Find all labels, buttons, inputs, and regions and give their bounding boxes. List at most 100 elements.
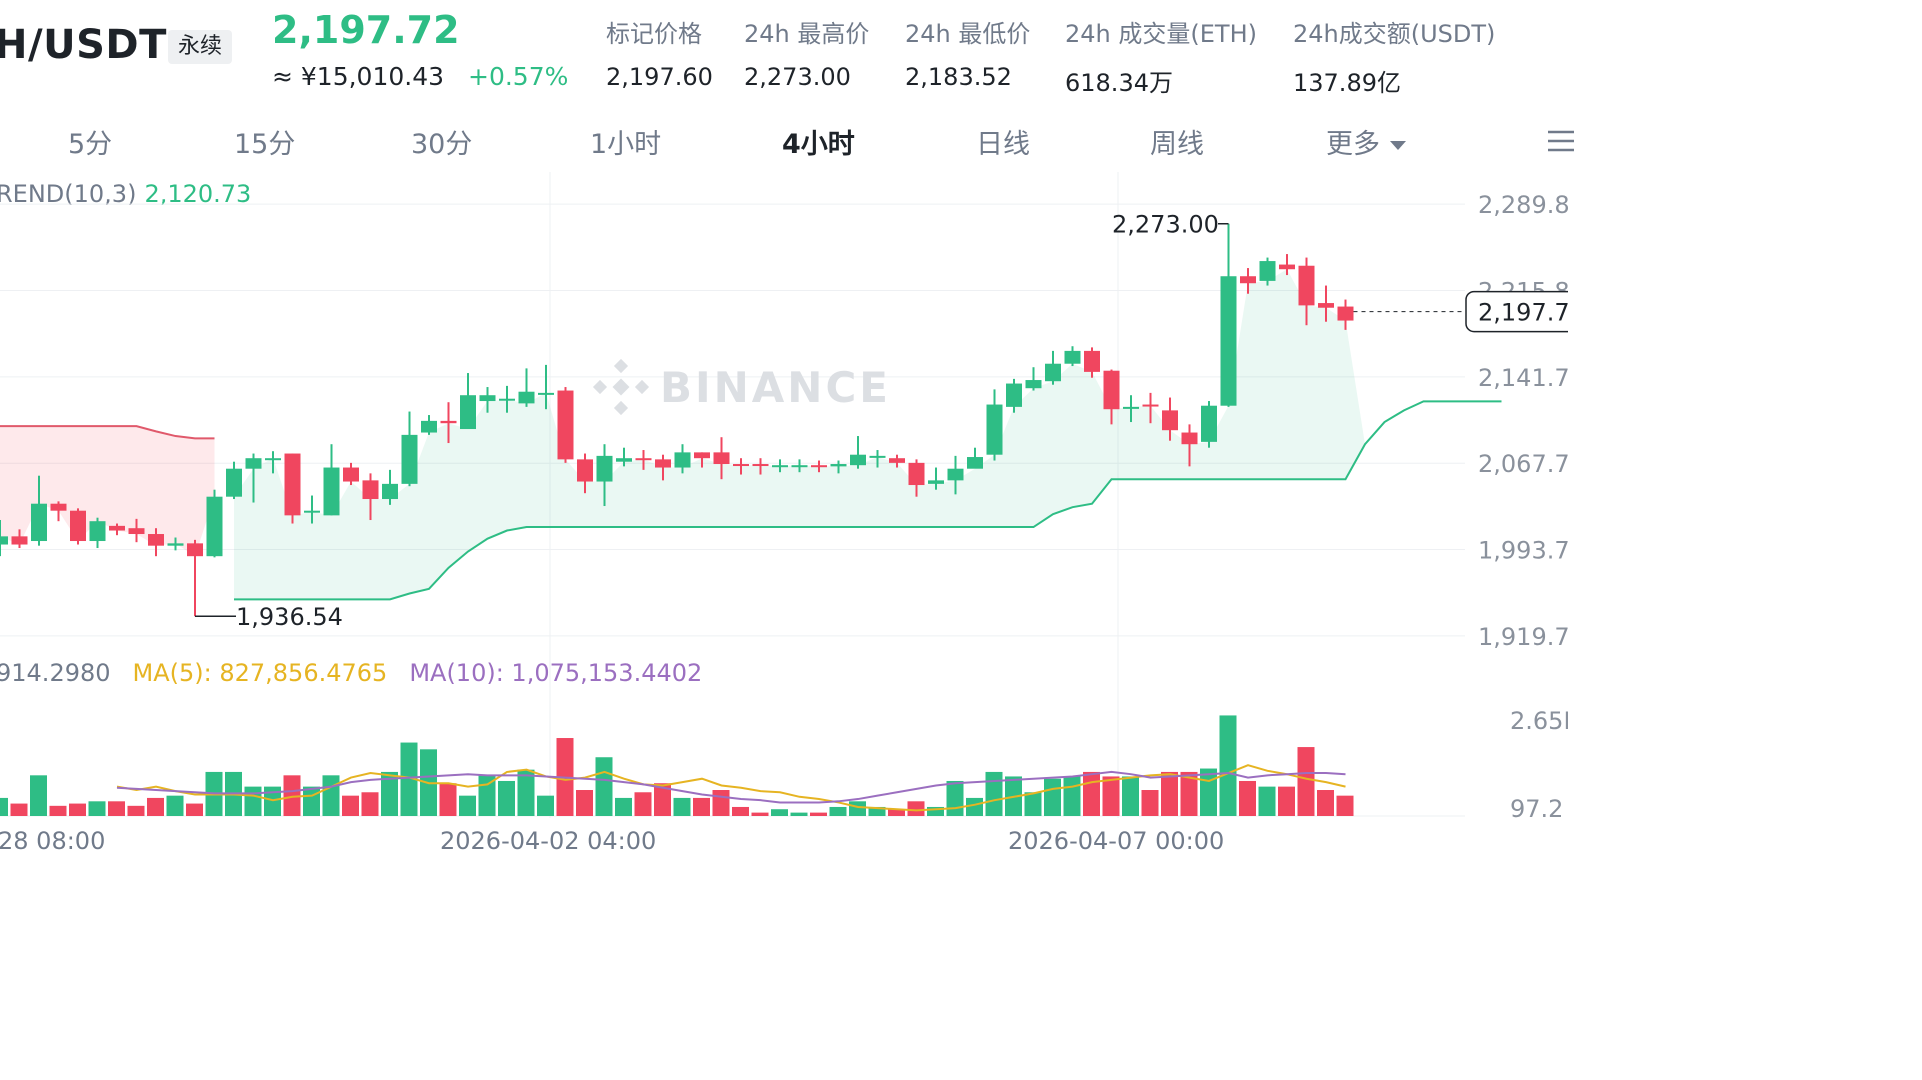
candle-body bbox=[1279, 264, 1295, 270]
candle-body bbox=[479, 395, 496, 402]
candle bbox=[265, 451, 281, 474]
time-tick-label: 2026-04-02 04:00 bbox=[440, 827, 656, 855]
current-price-box bbox=[1465, 290, 1568, 333]
volume-bar bbox=[1278, 786, 1295, 816]
volume-bar bbox=[673, 797, 691, 816]
tab-5m[interactable]: 5分 bbox=[68, 129, 113, 160]
candle-body bbox=[1103, 370, 1120, 410]
candle-body bbox=[811, 465, 827, 468]
stat-label: 标记价格 bbox=[606, 20, 702, 48]
volume-bar bbox=[30, 775, 47, 816]
stat-24h-turnover: 24h成交额(USDT) 137.89亿 bbox=[1293, 14, 1495, 98]
candle-body bbox=[187, 543, 203, 557]
candle-body bbox=[440, 420, 457, 424]
candle bbox=[772, 459, 788, 473]
caret-down-icon bbox=[1390, 141, 1406, 150]
volume-bar bbox=[10, 803, 28, 816]
tab-1d[interactable]: 日线 bbox=[976, 129, 1030, 160]
candle-body bbox=[557, 390, 574, 460]
candle-body bbox=[343, 467, 359, 482]
candle bbox=[401, 411, 418, 487]
candle-body bbox=[713, 452, 730, 465]
candle-body bbox=[499, 398, 515, 401]
candle-body bbox=[1337, 306, 1354, 321]
volume-bar bbox=[127, 805, 145, 816]
chart-screen: H/USDT 永续 2,197.72 ≈ ¥15,010.43 +0.57% 标… bbox=[0, 8, 1574, 855]
pair-symbol[interactable]: H/USDT bbox=[0, 22, 167, 68]
volume-bar bbox=[420, 749, 437, 816]
volume-bar bbox=[1083, 771, 1100, 816]
chart-settings-icon[interactable] bbox=[1546, 126, 1576, 156]
volume-bar bbox=[751, 812, 769, 816]
volume-bar bbox=[907, 801, 925, 816]
tab-30m[interactable]: 30分 bbox=[411, 129, 473, 160]
candle bbox=[986, 389, 1003, 461]
tab-1w[interactable]: 周线 bbox=[1150, 129, 1204, 160]
volume-bar bbox=[1141, 790, 1159, 816]
volume-bar bbox=[634, 792, 652, 816]
candle-body bbox=[11, 536, 28, 545]
price-tick-label: 2,215.8 bbox=[1478, 277, 1568, 305]
candle-body bbox=[674, 452, 691, 468]
candle bbox=[518, 368, 535, 407]
volume-bar bbox=[498, 780, 515, 816]
candle bbox=[362, 473, 379, 521]
candle-body bbox=[733, 464, 749, 467]
candle bbox=[557, 387, 574, 463]
candle bbox=[1181, 424, 1198, 467]
candle bbox=[226, 461, 242, 500]
stat-label: 24h 最高价 bbox=[744, 20, 870, 48]
candle-body bbox=[206, 496, 223, 557]
candle bbox=[31, 475, 47, 546]
volume-bar bbox=[1024, 792, 1042, 816]
candle bbox=[1006, 378, 1022, 413]
candle-body bbox=[167, 543, 184, 546]
volume-bar bbox=[693, 797, 710, 816]
candle bbox=[479, 387, 496, 413]
candle-body bbox=[304, 510, 320, 513]
volume-bar bbox=[771, 809, 788, 816]
candle-body bbox=[421, 420, 437, 433]
volume-ma5: MA(5): 827,856.4765 bbox=[132, 659, 388, 687]
volume-bar bbox=[322, 775, 340, 816]
volume-bar bbox=[1102, 776, 1120, 816]
candle bbox=[206, 489, 223, 558]
volume-bar bbox=[517, 769, 535, 816]
volume-bar bbox=[49, 805, 67, 816]
stat-label: 24h 成交量(ETH) bbox=[1065, 20, 1257, 48]
candle-body bbox=[50, 503, 67, 511]
candle bbox=[323, 444, 340, 516]
volume-bar bbox=[615, 797, 632, 816]
candle-body bbox=[908, 462, 925, 486]
stat-24h-volume: 24h 成交量(ETH) 618.34万 bbox=[1065, 14, 1257, 98]
volume-bar bbox=[1258, 786, 1276, 816]
low-label: 1,936.54 bbox=[236, 603, 343, 631]
candle bbox=[499, 385, 515, 413]
candle-body bbox=[1142, 404, 1159, 407]
candle-body bbox=[1318, 303, 1334, 308]
volume-bar bbox=[829, 806, 847, 816]
candle-body bbox=[109, 525, 125, 531]
tab-15m[interactable]: 15分 bbox=[234, 129, 296, 160]
candle-body bbox=[0, 536, 8, 545]
tab-1h[interactable]: 1小时 bbox=[590, 129, 662, 160]
candle bbox=[1103, 369, 1120, 425]
volume-bar bbox=[556, 738, 574, 816]
stat-label: 24h成交额(USDT) bbox=[1293, 20, 1496, 48]
volume-bar bbox=[927, 806, 944, 816]
candle bbox=[245, 453, 262, 503]
volume-bar bbox=[69, 803, 86, 816]
candle bbox=[1084, 347, 1100, 378]
perpetual-tag: 永续 bbox=[168, 30, 233, 64]
tab-4h[interactable]: 4小时 bbox=[782, 129, 855, 160]
candle-body bbox=[1220, 276, 1237, 406]
candle bbox=[11, 529, 28, 549]
candle-body bbox=[889, 458, 905, 463]
tab-more[interactable]: 更多 bbox=[1326, 122, 1406, 161]
candle-body bbox=[1025, 380, 1042, 389]
candle bbox=[713, 437, 730, 480]
candle-body bbox=[70, 510, 86, 542]
time-tick-label: 2026-04-07 00:00 bbox=[1008, 827, 1224, 855]
candle bbox=[1279, 254, 1295, 276]
candle-body bbox=[1064, 350, 1081, 364]
